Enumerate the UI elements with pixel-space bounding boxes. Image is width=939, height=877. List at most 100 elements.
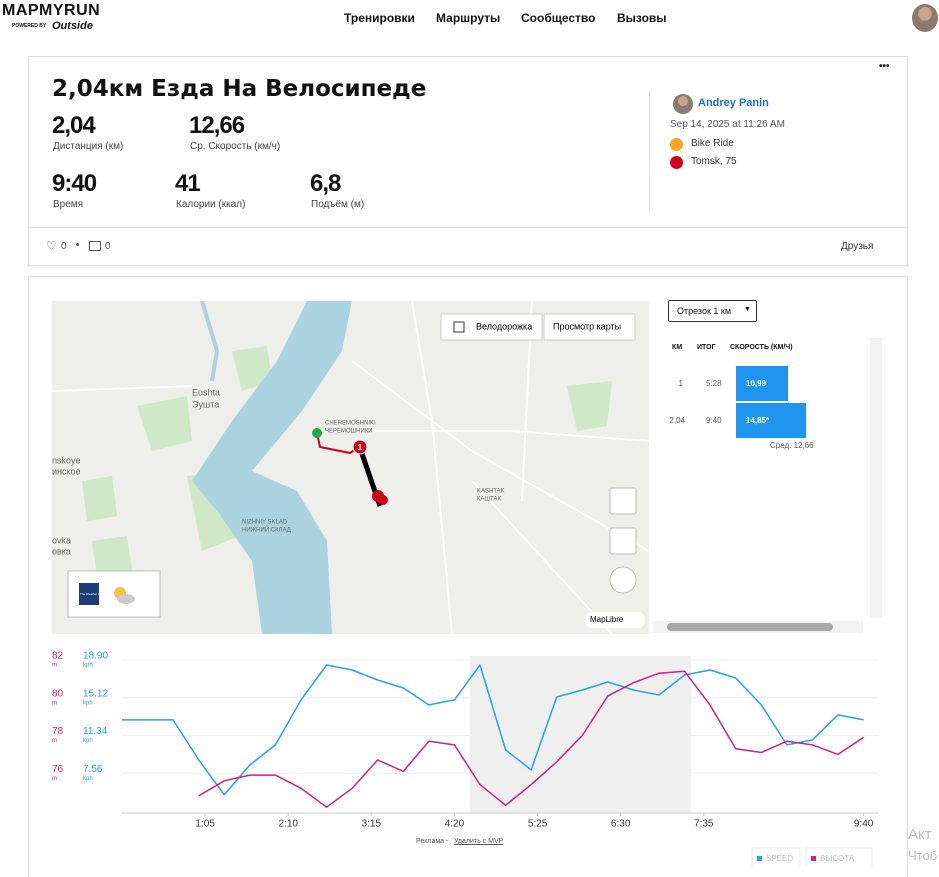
nav-link[interactable]: Тренировки bbox=[344, 11, 415, 25]
stat-value: 12,66 bbox=[189, 112, 245, 139]
powered-by: POWERED BY bbox=[12, 23, 47, 29]
map-label: ЧЕРЕМОШНИКИ bbox=[325, 429, 373, 435]
y-unit: kph bbox=[83, 738, 93, 744]
fullscreen-button[interactable] bbox=[609, 487, 637, 515]
privacy[interactable]: Друзья bbox=[841, 241, 874, 252]
legend-label: SPEED bbox=[766, 854, 793, 863]
series-line bbox=[122, 664, 864, 796]
y-tick-label: 15.12 bbox=[83, 688, 108, 699]
split-km: 1 bbox=[678, 379, 683, 388]
checkbox[interactable] bbox=[453, 321, 465, 333]
map-label: KASHTAK bbox=[477, 489, 505, 495]
user-avatar[interactable] bbox=[673, 94, 693, 114]
side-text: Чтоб bbox=[908, 848, 938, 863]
activity-icon bbox=[670, 138, 683, 151]
legend-swatch bbox=[757, 856, 762, 861]
map-label: КАШТАК bbox=[477, 497, 501, 503]
y2-tick-label: 78 bbox=[52, 726, 64, 737]
map-label: CHEREMOSHNIKI bbox=[325, 421, 376, 427]
split-speed-label: 10,99 bbox=[746, 379, 767, 388]
nav-link[interactable]: Маршруты bbox=[436, 11, 501, 25]
legend-box bbox=[805, 847, 873, 867]
weather-icon bbox=[117, 594, 135, 604]
avatar[interactable] bbox=[912, 4, 938, 32]
workout-card: 2,04км Езда На Велосипеде ••• 2,04 Диста… bbox=[28, 56, 908, 266]
split-selector-label: Отрезок 1 км bbox=[677, 306, 732, 316]
y2-tick-label: 80 bbox=[52, 688, 64, 699]
split-marker[interactable] bbox=[352, 439, 368, 455]
nav-link[interactable]: Вызовы bbox=[617, 11, 667, 25]
bike-lane-toggle[interactable] bbox=[440, 313, 543, 341]
y2-unit: m bbox=[52, 738, 57, 744]
brand: Outside bbox=[52, 20, 93, 32]
split-header: СКОРОСТЬ (КМ/Ч) bbox=[730, 344, 793, 351]
menu[interactable]: ••• bbox=[879, 61, 890, 72]
split-km: 2,04 bbox=[669, 416, 685, 425]
activity: Bike Ride bbox=[691, 138, 734, 149]
scroll-thumb[interactable] bbox=[667, 623, 833, 631]
y2-unit: m bbox=[52, 663, 57, 669]
split-selector[interactable] bbox=[668, 300, 757, 322]
like-icon[interactable]: ♡ bbox=[46, 239, 57, 253]
x-tick-label: 1:05 bbox=[195, 819, 215, 830]
map-label: овка bbox=[52, 546, 71, 556]
comment-icon[interactable] bbox=[89, 241, 101, 251]
stat-value: 2,04 bbox=[52, 112, 96, 139]
legend-swatch bbox=[811, 856, 816, 861]
map-label: инское bbox=[52, 466, 81, 476]
start-marker bbox=[312, 428, 322, 438]
split-header: ИТОГ bbox=[697, 344, 716, 351]
divider bbox=[649, 91, 650, 211]
legend-box bbox=[751, 847, 801, 867]
location: Tomsk, 75 bbox=[691, 156, 737, 167]
stat-label: Время bbox=[53, 199, 84, 210]
y2-tick-label: 76 bbox=[52, 764, 64, 775]
date: Sep 14, 2025 at 11:26 AM bbox=[670, 119, 785, 130]
map-label: NIZHNIY SKLAD bbox=[242, 520, 288, 526]
map-view-label: Просмотр карты bbox=[553, 321, 621, 331]
ad-label: Реклама - bbox=[416, 838, 449, 845]
map-view-button[interactable] bbox=[543, 313, 636, 341]
element bbox=[137, 396, 192, 451]
bike-lane-label: Велодорожка bbox=[476, 321, 532, 331]
attribution[interactable]: MapLibre bbox=[590, 615, 624, 624]
stat-value: 41 bbox=[175, 170, 201, 197]
comment-count: 0 bbox=[105, 241, 111, 252]
y2-unit: m bbox=[52, 776, 57, 782]
element bbox=[92, 536, 132, 576]
stat-label: Калории (ккал) bbox=[176, 199, 246, 210]
y-tick-label: 7.56 bbox=[83, 764, 103, 775]
map-label: ovka bbox=[52, 535, 71, 545]
like-count: 0 bbox=[61, 241, 67, 252]
map-label: Eushta bbox=[192, 387, 220, 397]
map-label: НИЖНИЙ СКЛАД bbox=[242, 526, 291, 534]
locate-button[interactable] bbox=[609, 566, 637, 594]
logo[interactable]: MAPMYRUN bbox=[2, 2, 101, 19]
x-tick-label: 7:35 bbox=[694, 819, 714, 830]
workout-title: 2,04км Езда На Велосипеде bbox=[52, 76, 427, 102]
split-speed-label: 14,85* bbox=[746, 416, 770, 425]
y-unit: kph bbox=[83, 663, 93, 669]
scrollbar[interactable] bbox=[870, 338, 882, 618]
river bbox=[200, 301, 220, 382]
element bbox=[52, 385, 193, 392]
nav-link[interactable]: Сообщество bbox=[521, 11, 596, 25]
element bbox=[567, 381, 612, 431]
stat-label: Подъём (м) bbox=[311, 199, 365, 210]
series-line bbox=[198, 670, 865, 808]
map[interactable]: 1 Eushta Эушта CHEREMOSHNIKI ЧЕРЕМОШНИКИ… bbox=[52, 301, 649, 634]
stat-value: 9:40 bbox=[52, 170, 97, 197]
remove-ads[interactable]: Удалить с MVP bbox=[454, 838, 504, 845]
weather-logo bbox=[79, 583, 99, 605]
fit-button[interactable] bbox=[609, 527, 637, 555]
y2-tick-label: 82 bbox=[52, 651, 64, 662]
map-label: nskoye bbox=[52, 455, 81, 465]
element bbox=[372, 430, 649, 442]
y-tick-label: 18.90 bbox=[83, 651, 108, 662]
split-time: 5:28 bbox=[706, 379, 722, 388]
element bbox=[232, 346, 272, 391]
split-bar bbox=[736, 403, 807, 438]
weather-name: The Weather Channel bbox=[80, 592, 110, 596]
user-name[interactable]: Andrey Panin bbox=[698, 97, 769, 109]
x-tick-label: 4:20 bbox=[445, 819, 465, 830]
